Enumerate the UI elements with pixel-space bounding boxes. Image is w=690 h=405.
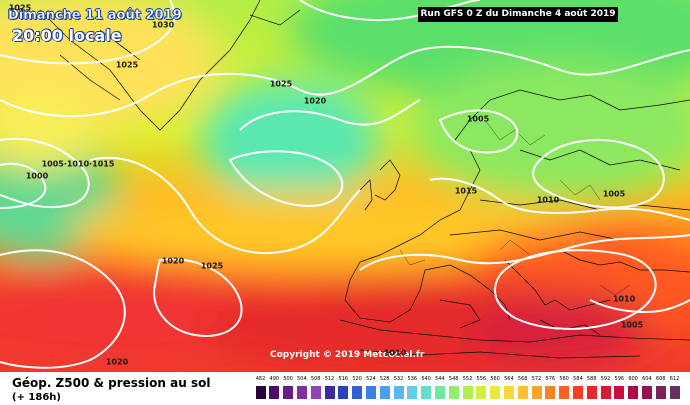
copyright-notice: Copyright © 2019 Meteociel.fr xyxy=(270,350,425,360)
isobar-label: 1030 xyxy=(151,20,175,30)
scale-swatch xyxy=(476,386,487,399)
scale-swatch xyxy=(669,386,680,399)
scale-swatch xyxy=(407,386,418,399)
scale-tick-label: 600 xyxy=(628,376,638,382)
forecast-time: 20:00 locale xyxy=(12,26,122,45)
isobar-label: 1020 xyxy=(161,256,185,266)
scale-tick-label: 568 xyxy=(517,376,528,382)
isobar-label: 1005·1010·1015 xyxy=(41,159,115,169)
isobar-label: 1025 xyxy=(115,60,139,70)
scale-swatch xyxy=(655,386,666,399)
scale-swatch xyxy=(559,386,570,399)
scale-tick-label: 482 xyxy=(255,376,266,382)
scale-swatch xyxy=(283,386,294,399)
scale-tick-label: 528 xyxy=(379,376,390,382)
scale-swatch xyxy=(600,386,611,399)
scale-swatch xyxy=(614,386,625,399)
scale-swatch xyxy=(269,386,280,399)
scale-tick-label: 596 xyxy=(614,376,625,382)
scale-swatch xyxy=(490,386,501,399)
scale-tick-label: 580 xyxy=(559,376,569,382)
scale-tick-label: 544 xyxy=(435,376,445,382)
scale-tick-label: 560 xyxy=(490,376,500,382)
forecast-date: Dimanche 11 août 2019 xyxy=(8,8,182,23)
scale-swatch xyxy=(338,386,349,399)
isobar-label: 1005 xyxy=(466,114,490,124)
scale-tick-label: 584 xyxy=(573,376,583,382)
map-overlay: Dimanche 11 août 2019 20:00 locale Run G… xyxy=(8,3,644,367)
scale-tick-label: 572 xyxy=(531,376,542,382)
scale-tick-label: 536 xyxy=(407,376,418,382)
isobar-label: 1010 xyxy=(612,294,636,304)
scale-tick-label: 540 xyxy=(421,376,431,382)
isobar-label: 1010 xyxy=(383,348,407,358)
scale-swatch xyxy=(296,386,307,399)
isobar-label: 1005 xyxy=(620,320,644,330)
scale-swatch xyxy=(310,386,321,399)
scale-tick-label: 524 xyxy=(366,376,376,382)
scale-swatch xyxy=(365,386,376,399)
isobar-label: 1025 xyxy=(200,261,224,271)
isobar-label: 1020 xyxy=(303,96,327,106)
scale-tick-label: 512 xyxy=(324,376,335,382)
scale-tick-label: 520 xyxy=(352,376,362,382)
scale-tick-label: 552 xyxy=(462,376,473,382)
scale-tick-label: 608 xyxy=(655,376,666,382)
geopotential-map xyxy=(0,0,690,372)
scale-tick-label: 490 xyxy=(269,376,280,382)
legend-title: Géop. Z500 & pression au sol xyxy=(12,376,211,390)
scale-tick-label: 592 xyxy=(600,376,611,382)
scale-tick-label: 548 xyxy=(448,376,459,382)
legend-footer: Géop. Z500 & pression au sol (+ 186h) 48… xyxy=(0,372,690,405)
scale-swatch xyxy=(517,386,528,399)
isobar-label: 1025 xyxy=(269,79,293,89)
scale-tick-label: 504 xyxy=(297,376,307,382)
scale-swatch xyxy=(352,386,363,399)
scale-tick-label: 612 xyxy=(669,376,680,382)
scale-tick-label: 516 xyxy=(338,376,349,382)
scale-tick-label: 576 xyxy=(545,376,556,382)
scale-swatch xyxy=(503,386,514,399)
scale-swatch xyxy=(641,386,652,399)
scale-tick-label: 508 xyxy=(310,376,321,382)
scale-swatch xyxy=(531,386,542,399)
scale-swatch xyxy=(572,386,583,399)
scale-swatch xyxy=(379,386,390,399)
scale-swatch xyxy=(586,386,597,399)
scale-swatch xyxy=(628,386,639,399)
scale-swatch xyxy=(324,386,335,399)
scale-swatch xyxy=(421,386,432,399)
scale-swatch xyxy=(448,386,459,399)
forecast-lead-time: (+ 186h) xyxy=(12,392,61,403)
scale-swatch xyxy=(462,386,473,399)
scale-swatch xyxy=(545,386,556,399)
scale-tick-label: 556 xyxy=(476,376,487,382)
scale-tick-label: 564 xyxy=(504,376,514,382)
isobar-label: 1020 xyxy=(105,357,129,367)
scale-swatch xyxy=(393,386,404,399)
scale-tick-label: 588 xyxy=(586,376,597,382)
isobar-label: 1005 xyxy=(602,189,626,199)
isobar-label: 1015 xyxy=(454,186,478,196)
scale-tick-label: 604 xyxy=(642,376,652,382)
isobar-label: 1000 xyxy=(25,171,49,181)
scale-tick-label: 532 xyxy=(393,376,404,382)
scale-swatch xyxy=(255,386,266,399)
model-run-label: Run GFS 0 Z du Dimanche 4 août 2019 xyxy=(418,7,618,22)
color-scale: 482 490 500 504 508 512 516 520 524 528 532 536 540 5… xyxy=(255,372,686,405)
isobar-label: 1010 xyxy=(536,195,560,205)
isobar-label: 1025 xyxy=(8,3,32,13)
scale-tick-label: 500 xyxy=(283,376,293,382)
scale-swatch xyxy=(434,386,445,399)
